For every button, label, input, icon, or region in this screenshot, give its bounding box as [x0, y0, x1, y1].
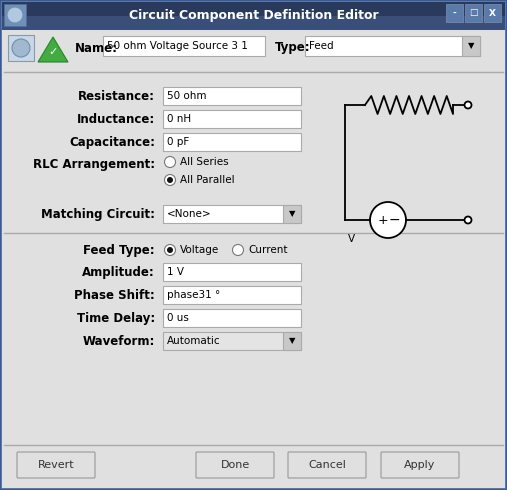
Text: Current: Current [248, 245, 287, 255]
FancyBboxPatch shape [163, 133, 301, 151]
FancyBboxPatch shape [163, 309, 301, 327]
Text: 50 ohm: 50 ohm [167, 91, 206, 101]
FancyBboxPatch shape [163, 332, 301, 350]
FancyBboxPatch shape [484, 4, 501, 22]
Circle shape [7, 7, 23, 23]
FancyBboxPatch shape [8, 35, 34, 61]
FancyBboxPatch shape [196, 452, 274, 478]
Text: Waveform:: Waveform: [83, 335, 155, 347]
FancyBboxPatch shape [462, 36, 480, 56]
FancyBboxPatch shape [2, 30, 505, 488]
Text: Feed: Feed [309, 41, 334, 51]
Circle shape [167, 247, 173, 253]
Text: phase31 °: phase31 ° [167, 290, 220, 300]
Text: ▼: ▼ [289, 337, 295, 345]
Text: Name:: Name: [75, 42, 118, 54]
Text: □: □ [469, 8, 478, 18]
Text: All Parallel: All Parallel [180, 175, 235, 185]
FancyBboxPatch shape [163, 263, 301, 281]
Circle shape [233, 245, 243, 255]
Text: Phase Shift:: Phase Shift: [74, 289, 155, 301]
Text: 0 nH: 0 nH [167, 114, 191, 124]
Text: X: X [489, 8, 496, 18]
FancyBboxPatch shape [103, 36, 265, 56]
Text: Revert: Revert [38, 460, 75, 470]
Text: Feed Type:: Feed Type: [83, 244, 155, 256]
Circle shape [370, 202, 406, 238]
Text: RLC Arrangement:: RLC Arrangement: [33, 157, 155, 171]
Text: Circuit Component Definition Editor: Circuit Component Definition Editor [129, 9, 378, 23]
Text: Cancel: Cancel [308, 460, 346, 470]
Circle shape [464, 101, 472, 108]
Text: ✓: ✓ [48, 47, 58, 57]
Text: −: − [388, 213, 400, 227]
Text: Voltage: Voltage [180, 245, 219, 255]
FancyBboxPatch shape [288, 452, 366, 478]
FancyBboxPatch shape [163, 87, 301, 105]
Text: Resistance:: Resistance: [78, 90, 155, 102]
Polygon shape [38, 37, 68, 62]
Text: ▼: ▼ [289, 210, 295, 219]
FancyBboxPatch shape [381, 452, 459, 478]
Text: ▼: ▼ [468, 42, 474, 50]
Text: Apply: Apply [404, 460, 436, 470]
FancyBboxPatch shape [163, 205, 301, 223]
Text: 0 pF: 0 pF [167, 137, 189, 147]
FancyBboxPatch shape [17, 452, 95, 478]
Text: 0 us: 0 us [167, 313, 189, 323]
Text: +: + [378, 214, 388, 226]
Text: Time Delay:: Time Delay: [77, 312, 155, 324]
Circle shape [167, 177, 173, 183]
Circle shape [164, 174, 175, 186]
Text: 1 V: 1 V [167, 267, 184, 277]
FancyBboxPatch shape [163, 110, 301, 128]
Circle shape [12, 39, 30, 57]
Text: All Series: All Series [180, 157, 229, 167]
Text: Matching Circuit:: Matching Circuit: [41, 207, 155, 220]
FancyBboxPatch shape [446, 4, 463, 22]
Circle shape [164, 156, 175, 168]
FancyBboxPatch shape [4, 4, 26, 26]
Text: <None>: <None> [167, 209, 211, 219]
Text: Amplitude:: Amplitude: [82, 266, 155, 278]
FancyBboxPatch shape [2, 2, 505, 16]
Text: Capacitance:: Capacitance: [69, 136, 155, 148]
FancyBboxPatch shape [163, 286, 301, 304]
Text: V: V [348, 234, 355, 244]
Text: Automatic: Automatic [167, 336, 221, 346]
FancyBboxPatch shape [305, 36, 480, 56]
FancyBboxPatch shape [283, 205, 301, 223]
FancyBboxPatch shape [283, 332, 301, 350]
Text: 50 ohm Voltage Source 3 1: 50 ohm Voltage Source 3 1 [107, 41, 248, 51]
FancyBboxPatch shape [2, 16, 505, 30]
Circle shape [164, 245, 175, 255]
Text: Done: Done [221, 460, 249, 470]
Text: Inductance:: Inductance: [77, 113, 155, 125]
Text: -: - [453, 8, 456, 18]
Circle shape [464, 217, 472, 223]
Text: Type:: Type: [275, 42, 311, 54]
FancyBboxPatch shape [465, 4, 482, 22]
